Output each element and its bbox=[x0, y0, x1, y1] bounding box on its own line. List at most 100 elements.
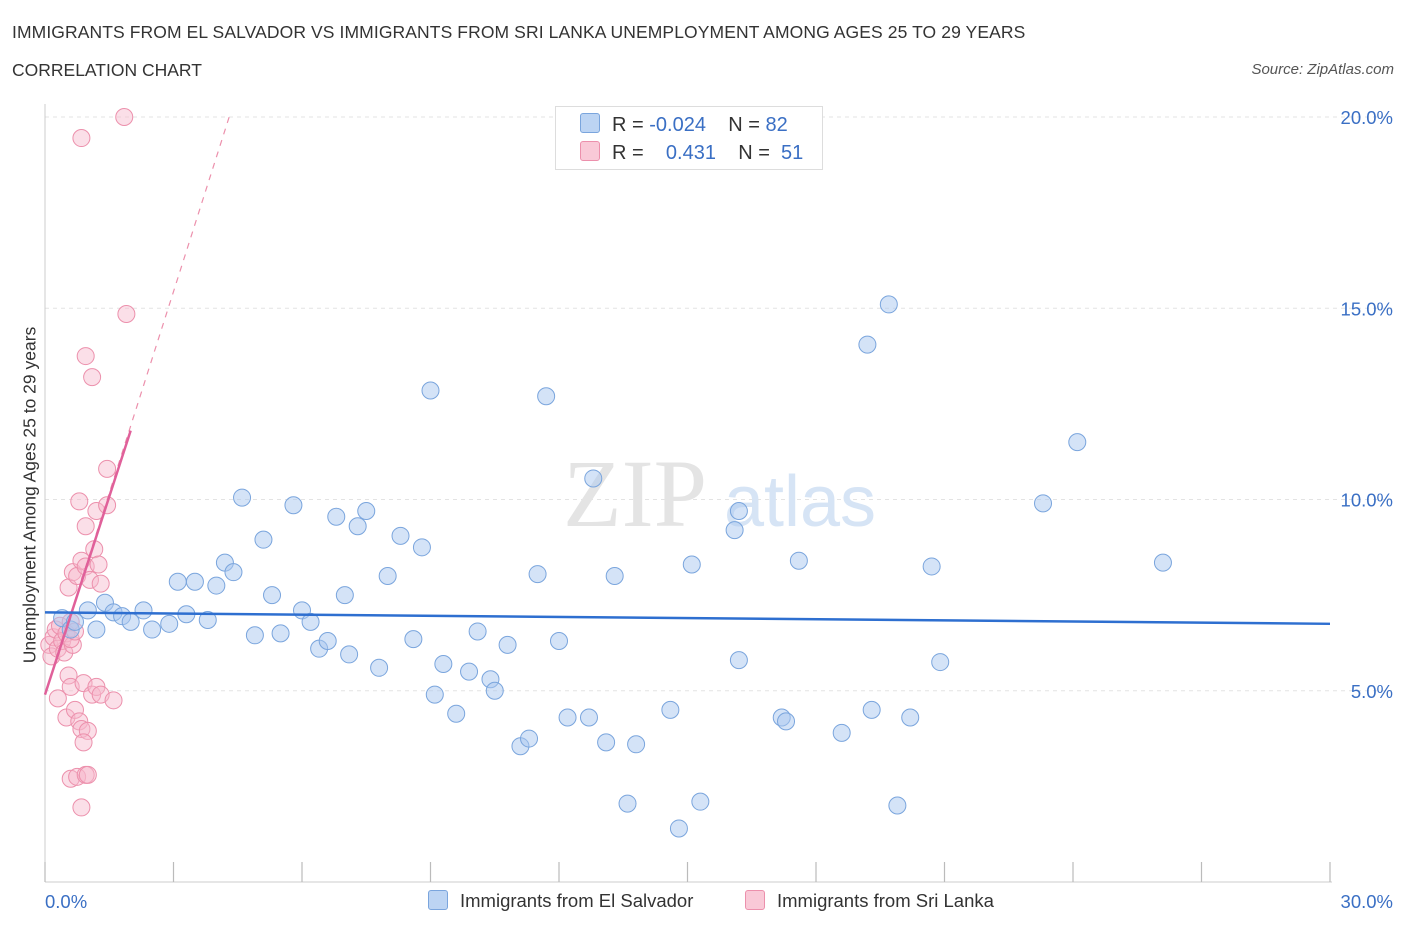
point-el-salvador bbox=[550, 632, 568, 651]
n-value: 51 bbox=[781, 142, 804, 164]
point-el-salvador bbox=[1068, 433, 1087, 452]
n-value: 82 bbox=[765, 114, 788, 136]
point-el-salvador bbox=[284, 496, 303, 515]
n-label: N = bbox=[728, 114, 760, 136]
point-sri-lanka bbox=[59, 666, 78, 685]
el-salvador-swatch bbox=[428, 890, 448, 910]
point-el-salvador bbox=[198, 610, 217, 629]
trend-line-el-salvador bbox=[44, 611, 1331, 626]
point-el-salvador bbox=[1034, 494, 1053, 513]
y-tick-label: 10.0% bbox=[1341, 490, 1393, 511]
point-el-salvador bbox=[327, 507, 346, 526]
point-el-salvador bbox=[185, 572, 204, 591]
sri-lanka-swatch bbox=[580, 141, 600, 161]
point-el-salvador bbox=[618, 794, 637, 813]
point-el-salvador bbox=[537, 387, 556, 406]
point-el-salvador bbox=[931, 653, 950, 672]
point-sri-lanka bbox=[89, 555, 108, 574]
point-sri-lanka bbox=[83, 368, 102, 387]
legend-row-el-salvador: R = -0.024 N = 82 bbox=[580, 113, 788, 137]
watermark-atlas: atlas bbox=[724, 462, 876, 542]
point-el-salvador bbox=[1153, 553, 1172, 572]
tick-labels: 5.0% 10.0% 15.0% 20.0% 0.0% 30.0% bbox=[45, 107, 1393, 912]
trend-line-sri-lanka bbox=[43, 430, 132, 695]
el-salvador-swatch bbox=[580, 113, 600, 133]
point-el-salvador bbox=[224, 563, 243, 582]
legend-label: Immigrants from El Salvador bbox=[460, 890, 694, 911]
grid-lines bbox=[45, 116, 1392, 692]
point-el-salvador bbox=[335, 586, 354, 605]
point-sri-lanka bbox=[78, 765, 97, 784]
point-el-salvador bbox=[520, 729, 539, 748]
point-el-salvador bbox=[447, 704, 466, 723]
point-el-salvador bbox=[263, 586, 282, 605]
point-sri-lanka bbox=[72, 720, 91, 738]
point-el-salvador bbox=[233, 488, 252, 507]
point-el-salvador bbox=[725, 521, 744, 540]
point-el-salvador bbox=[391, 526, 410, 545]
point-sri-lanka bbox=[72, 129, 91, 148]
point-sri-lanka bbox=[76, 517, 95, 536]
point-el-salvador bbox=[832, 723, 851, 742]
y-tick-label: 20.0% bbox=[1341, 107, 1393, 128]
point-el-salvador bbox=[404, 630, 423, 649]
point-el-salvador bbox=[254, 530, 273, 549]
point-el-salvador bbox=[597, 733, 616, 752]
watermark-zip: ZIP bbox=[563, 440, 707, 547]
axes bbox=[44, 104, 1332, 883]
y-tick-label: 5.0% bbox=[1351, 681, 1393, 702]
point-el-salvador bbox=[460, 662, 479, 681]
point-el-salvador bbox=[143, 620, 162, 639]
point-el-salvador bbox=[78, 601, 97, 620]
point-sri-lanka bbox=[65, 700, 84, 719]
x-tick-label: 0.0% bbox=[45, 891, 87, 912]
point-el-salvador bbox=[160, 614, 179, 633]
point-el-salvador bbox=[901, 708, 920, 727]
point-el-salvador bbox=[888, 796, 907, 815]
point-el-salvador bbox=[357, 501, 376, 520]
r-value: -0.024 bbox=[649, 114, 706, 136]
point-el-salvador bbox=[777, 712, 796, 731]
point-el-salvador bbox=[485, 681, 504, 700]
n-label: N = bbox=[738, 142, 770, 164]
point-el-salvador bbox=[271, 624, 290, 643]
chart-title: IMMIGRANTS FROM EL SALVADOR VS IMMIGRANT… bbox=[12, 22, 1026, 42]
point-el-salvador bbox=[378, 567, 397, 585]
point-el-salvador bbox=[318, 632, 337, 651]
point-el-salvador bbox=[370, 658, 389, 677]
point-el-salvador bbox=[729, 651, 748, 670]
point-el-salvador bbox=[412, 538, 431, 557]
point-sri-lanka bbox=[117, 304, 136, 323]
point-el-salvador bbox=[627, 735, 646, 754]
point-el-salvador bbox=[425, 685, 444, 704]
legend-item-el-salvador: Immigrants from El Salvador bbox=[428, 890, 693, 912]
point-el-salvador bbox=[528, 565, 547, 584]
point-el-salvador bbox=[498, 635, 517, 654]
point-el-salvador bbox=[87, 620, 106, 639]
legend-label: Immigrants from Sri Lanka bbox=[777, 890, 994, 911]
point-sri-lanka bbox=[70, 492, 89, 511]
point-sri-lanka bbox=[61, 769, 80, 788]
trend-lines bbox=[43, 116, 1331, 695]
point-sri-lanka bbox=[115, 108, 134, 126]
point-sri-lanka bbox=[104, 691, 123, 710]
point-el-salvador bbox=[879, 295, 898, 314]
point-el-salvador bbox=[468, 622, 487, 641]
r-value: 0.431 bbox=[665, 142, 716, 164]
point-el-salvador bbox=[340, 645, 359, 664]
point-el-salvador bbox=[922, 557, 941, 576]
chart-subtitle: CORRELATION CHART bbox=[12, 60, 202, 80]
point-sri-lanka bbox=[76, 347, 95, 366]
point-el-salvador bbox=[134, 601, 153, 620]
point-el-salvador bbox=[434, 654, 453, 673]
point-el-salvador bbox=[669, 819, 688, 838]
point-sri-lanka bbox=[91, 574, 110, 593]
point-el-salvador bbox=[661, 700, 680, 719]
point-el-salvador bbox=[579, 708, 598, 727]
sri-lanka-swatch bbox=[745, 890, 765, 910]
legend-item-sri-lanka: Immigrants from Sri Lanka bbox=[745, 890, 994, 912]
point-el-salvador bbox=[789, 551, 808, 570]
point-el-salvador bbox=[245, 626, 264, 645]
point-el-salvador bbox=[421, 381, 440, 400]
